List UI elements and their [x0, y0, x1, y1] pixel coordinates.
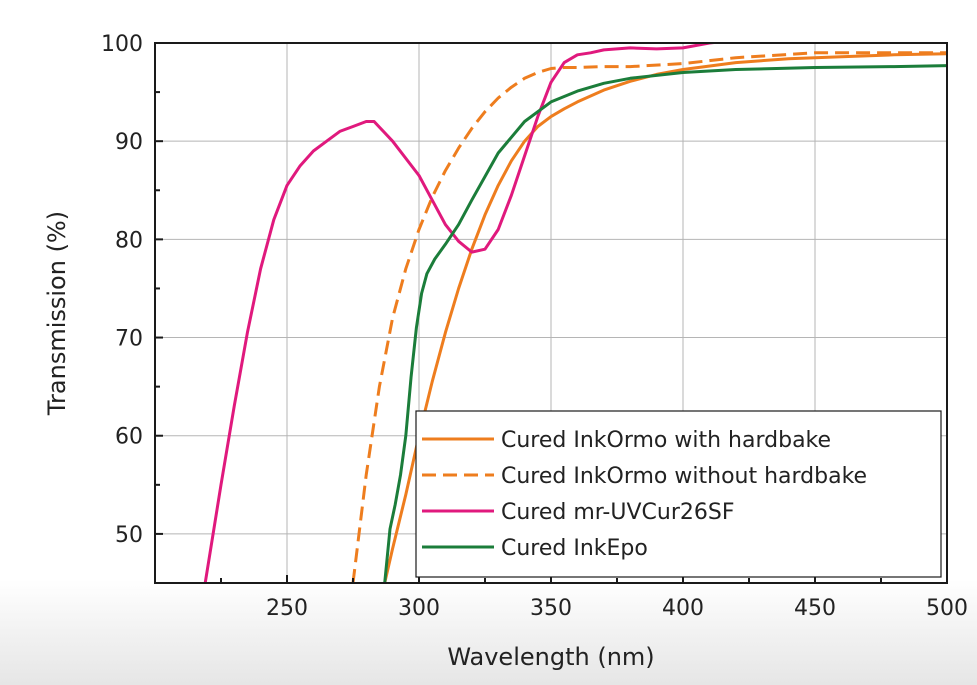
- y-tick-label: 50: [115, 523, 143, 548]
- y-axis-title: Transmission (%): [43, 211, 71, 416]
- legend-item: Cured InkOrmo with hardbake: [422, 428, 831, 453]
- x-tick-label: 350: [530, 596, 572, 621]
- y-tick-label: 80: [115, 228, 143, 253]
- y-tick-label: 70: [115, 327, 143, 352]
- plot-lines: [203, 42, 947, 583]
- series-line-2: [351, 51, 947, 583]
- series-line-4: [383, 64, 947, 583]
- legend-item: Cured InkEpo: [422, 536, 648, 561]
- x-tick-label: 300: [398, 596, 440, 621]
- legend-item: Cured mr-UVCur26SF: [422, 500, 734, 525]
- legend-item: Cured InkOrmo without hardbake: [422, 464, 867, 489]
- y-tick-label: 100: [101, 32, 143, 57]
- legend-box: [415, 410, 942, 578]
- legend-label: Cured mr-UVCur26SF: [501, 500, 734, 525]
- ticks: [155, 42, 948, 583]
- x-tick-label: 400: [662, 596, 704, 621]
- legend-label: Cured InkOrmo with hardbake: [501, 428, 831, 453]
- x-tick-label: 250: [266, 596, 308, 621]
- legend-label: Cured InkOrmo without hardbake: [501, 464, 867, 489]
- legend-label: Cured InkEpo: [501, 536, 648, 561]
- tick-labels: 250 300 350 400 450 500 50 60 70 80 90 100: [101, 32, 968, 621]
- legend-items: Cured InkOrmo with hardbake Cured InkOrmo…: [422, 428, 867, 561]
- series-line-1: [383, 52, 947, 583]
- legend: Cured InkOrmo with hardbake Cured InkOrmo…: [415, 410, 942, 578]
- x-tick-label: 450: [794, 596, 836, 621]
- y-tick-label: 60: [115, 425, 143, 450]
- x-tick-label: 500: [926, 596, 968, 621]
- x-axis-title: Wavelength (nm): [447, 643, 654, 671]
- series-line-3: [203, 42, 733, 583]
- y-tick-label: 90: [115, 130, 143, 155]
